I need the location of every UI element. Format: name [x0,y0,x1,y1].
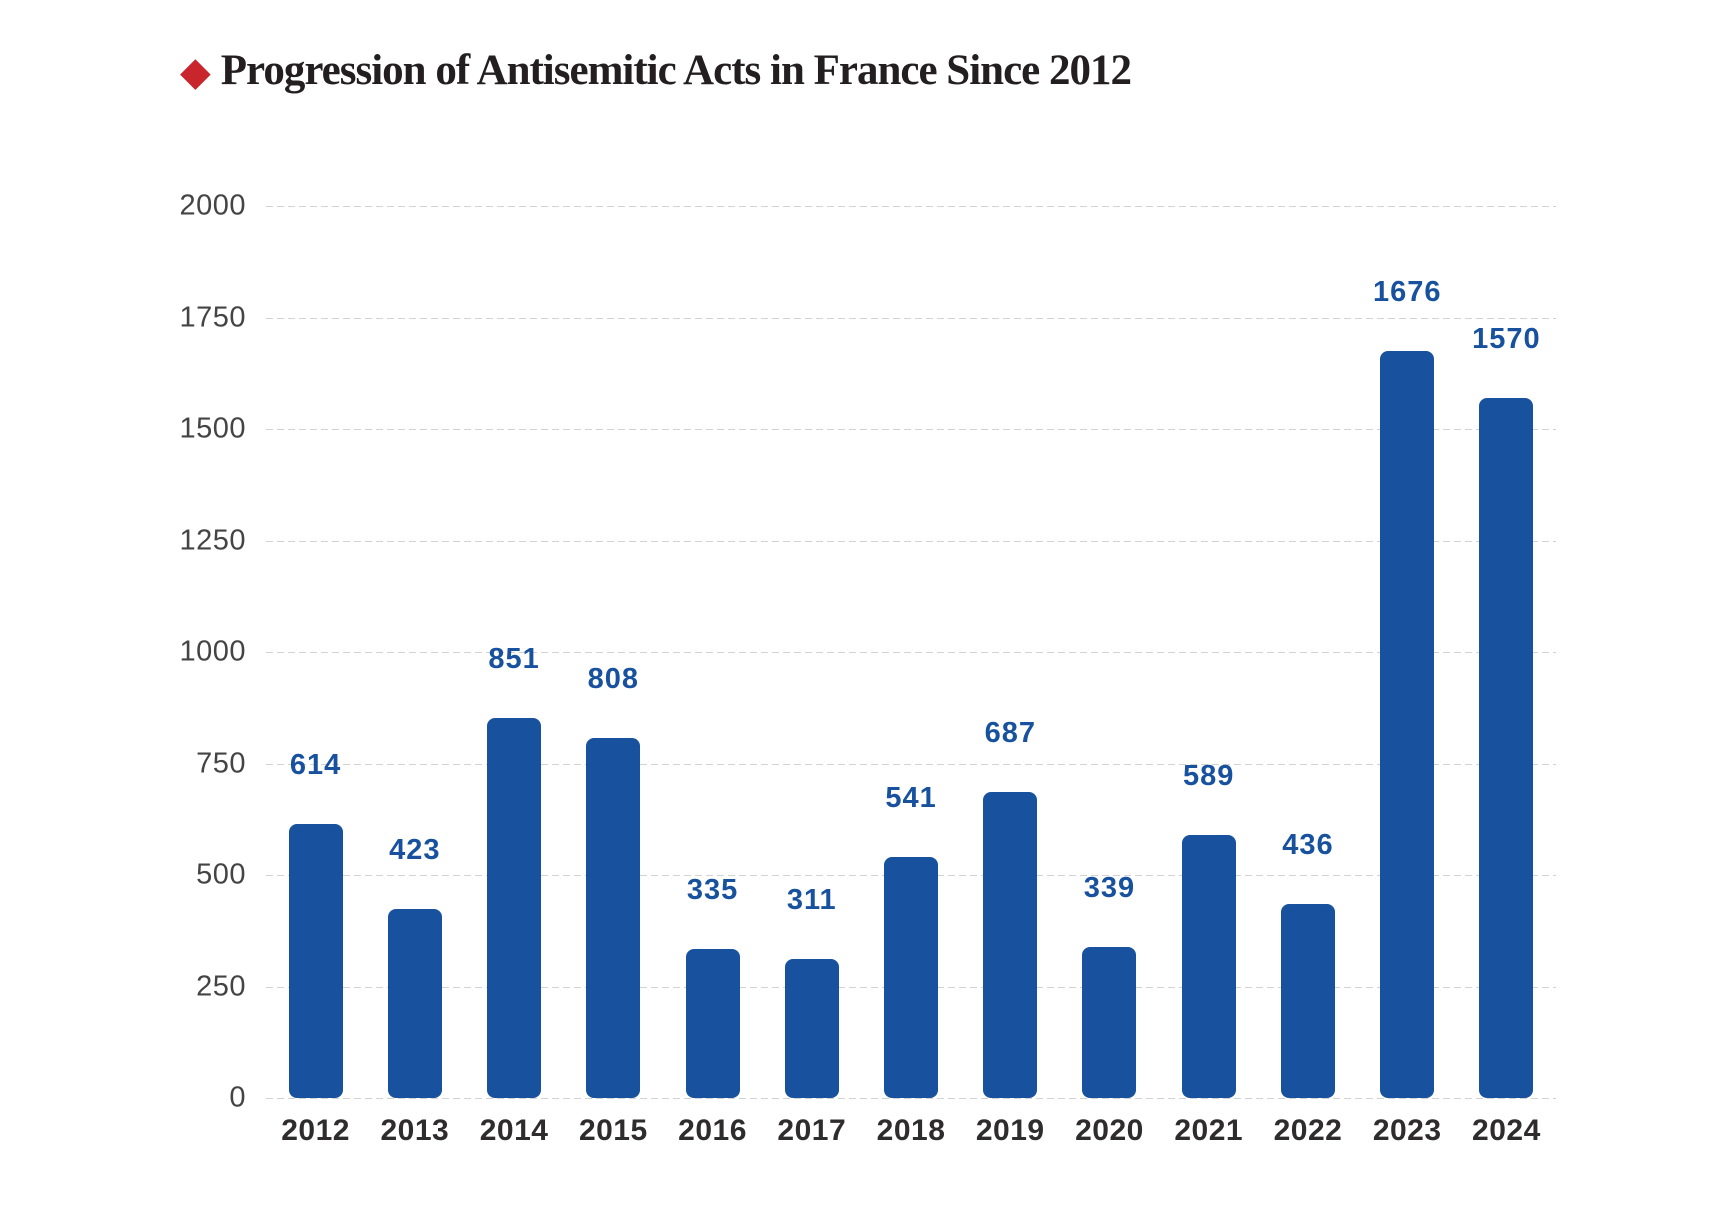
y-axis-tick-label: 1000 [179,635,246,668]
bar-2012 [288,824,343,1098]
bar-columns: 614 2012 423 2013 851 2014 808 2015 335 2016 311 20… [266,206,1556,1147]
y-axis-tick-label: 750 [196,747,246,779]
bar-value-label: 1570 [1472,322,1541,355]
bar-value-label: 1676 [1372,275,1442,308]
bar-column-2020: 339 2020 [1060,206,1159,1147]
bar-2021 [1181,835,1236,1098]
x-axis-tick-label: 2015 [578,1114,648,1147]
bar-column-2013: 423 2013 [365,206,464,1147]
bar-2015 [586,737,641,1098]
gridline [266,429,1556,430]
bar-value-label: 851 [488,643,540,676]
diamond-icon: ◆ [180,49,211,94]
gridline [266,652,1556,653]
x-axis-tick-label: 2019 [975,1114,1045,1147]
gridline [266,540,1556,542]
bar-2018 [884,856,939,1098]
y-axis-tick-label: 250 [196,970,246,1002]
bar-2017 [784,959,839,1098]
gridline [266,1098,1556,1099]
x-axis-tick-label: 2013 [380,1114,450,1147]
bar-value-label: 339 [1083,871,1136,904]
gridline [266,206,1556,207]
y-axis-tick-label: 500 [196,858,246,891]
y-axis-tick-label: 0 [229,1081,246,1114]
y-axis-tick-label: 2000 [179,189,246,222]
bar-column-2024: 1570 2024 [1457,206,1556,1147]
bar-column-2022: 436 2022 [1258,206,1357,1147]
bar-2020 [1082,946,1137,1098]
x-axis-tick-label: 2014 [479,1114,549,1147]
bar-column-2015: 808 2015 [564,206,663,1147]
plot-area: 0 250 500 750 1000 1250 1500 1750 2000 614 2012 423… [179,190,1556,1147]
x-axis-tick-label: 2016 [678,1114,747,1147]
y-axis-tick-label: 1250 [179,524,246,556]
bar-column-2023: 1676 2023 [1358,206,1457,1147]
x-axis-tick-label: 2017 [777,1114,847,1147]
bar-value-label: 687 [984,716,1036,749]
bar-column-2014: 851 2014 [464,206,563,1147]
bar-column-2012: 614 2012 [266,206,365,1147]
bar-2022 [1280,903,1335,1098]
bar-value-label: 423 [389,834,441,867]
bar-column-2019: 687 2019 [961,206,1060,1147]
chart-header: ◆ Progression of Antisemitic Acts in Fra… [180,46,1132,95]
bar-2013 [387,909,442,1098]
x-axis-tick-label: 2018 [876,1114,946,1147]
bar-2019 [983,791,1038,1098]
y-axis-tick-label: 1750 [179,301,246,333]
bar-value-label: 808 [587,662,640,695]
bar-value-label: 311 [786,884,837,917]
bar-2024 [1479,397,1534,1098]
bar-column-2021: 589 2021 [1159,206,1258,1147]
bar-column-2017: 311 2017 [762,206,861,1147]
bar-2023 [1380,350,1435,1098]
bar-value-label: 589 [1183,760,1235,793]
bar-2016 [685,948,740,1098]
x-axis-tick-label: 2021 [1174,1114,1244,1147]
bar-value-label: 614 [289,749,342,782]
x-axis-tick-label: 2024 [1472,1114,1541,1147]
gridline [266,763,1556,765]
bar-column-2018: 541 2018 [861,206,960,1147]
x-axis-tick-label: 2012 [281,1114,350,1147]
bar-value-label: 541 [885,781,937,814]
gridline [266,317,1556,319]
chart-title: Progression of Antisemitic Acts in Franc… [220,47,1132,94]
x-axis-tick-label: 2023 [1372,1114,1442,1147]
x-axis-tick-label: 2020 [1075,1114,1144,1147]
y-axis-tick-label: 1500 [179,412,246,445]
bar-column-2016: 335 2016 [663,206,762,1147]
bar-2014 [487,718,542,1098]
x-axis-tick-label: 2022 [1273,1114,1343,1147]
bar-value-label: 436 [1282,828,1334,861]
bar-value-label: 335 [686,873,739,906]
